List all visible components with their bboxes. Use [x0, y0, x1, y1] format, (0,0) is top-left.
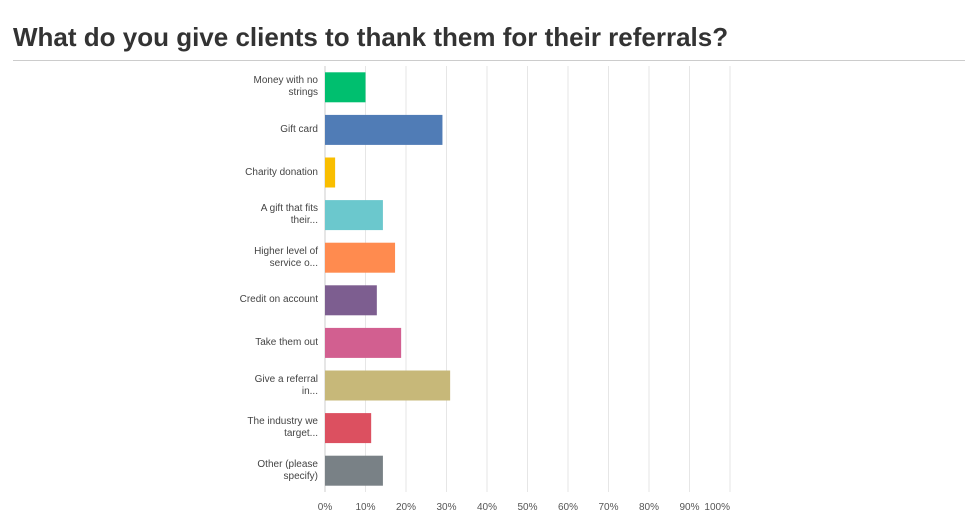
chart-title: What do you give clients to thank them f… — [13, 22, 729, 52]
x-tick-label: 0% — [318, 502, 333, 513]
category-label: Give a referral in... — [254, 373, 318, 397]
category-label: The industry we target... — [247, 416, 318, 440]
bar — [325, 114, 443, 145]
x-tick-label: 80% — [639, 502, 659, 513]
category-label: A gift that fits their... — [260, 203, 318, 227]
category-label: Take them out — [255, 336, 318, 348]
bar — [325, 242, 396, 273]
title-rule — [13, 60, 965, 61]
bar — [325, 327, 402, 358]
x-tick-label: 60% — [558, 502, 578, 513]
bar — [325, 285, 377, 316]
x-tick-label: 40% — [477, 502, 497, 513]
category-label: Charity donation — [245, 166, 318, 178]
category-label: Gift card — [280, 123, 318, 135]
x-tick-label: 10% — [355, 502, 375, 513]
x-tick-label: 30% — [436, 502, 456, 513]
x-tick-label: 90% — [679, 502, 699, 513]
bar — [325, 413, 372, 444]
category-label: Money with no strings — [253, 75, 318, 99]
category-label: Higher level of service o... — [254, 245, 318, 269]
bar — [325, 370, 451, 401]
bar — [325, 455, 383, 486]
bar — [325, 200, 383, 231]
x-tick-label: 100% — [704, 502, 730, 513]
category-label: Credit on account — [239, 294, 318, 306]
x-tick-label: 50% — [517, 502, 537, 513]
x-tick-label: 70% — [598, 502, 618, 513]
bar — [325, 72, 366, 103]
x-tick-label: 20% — [396, 502, 416, 513]
bar — [325, 157, 336, 188]
category-label: Other (please specify) — [257, 458, 318, 482]
